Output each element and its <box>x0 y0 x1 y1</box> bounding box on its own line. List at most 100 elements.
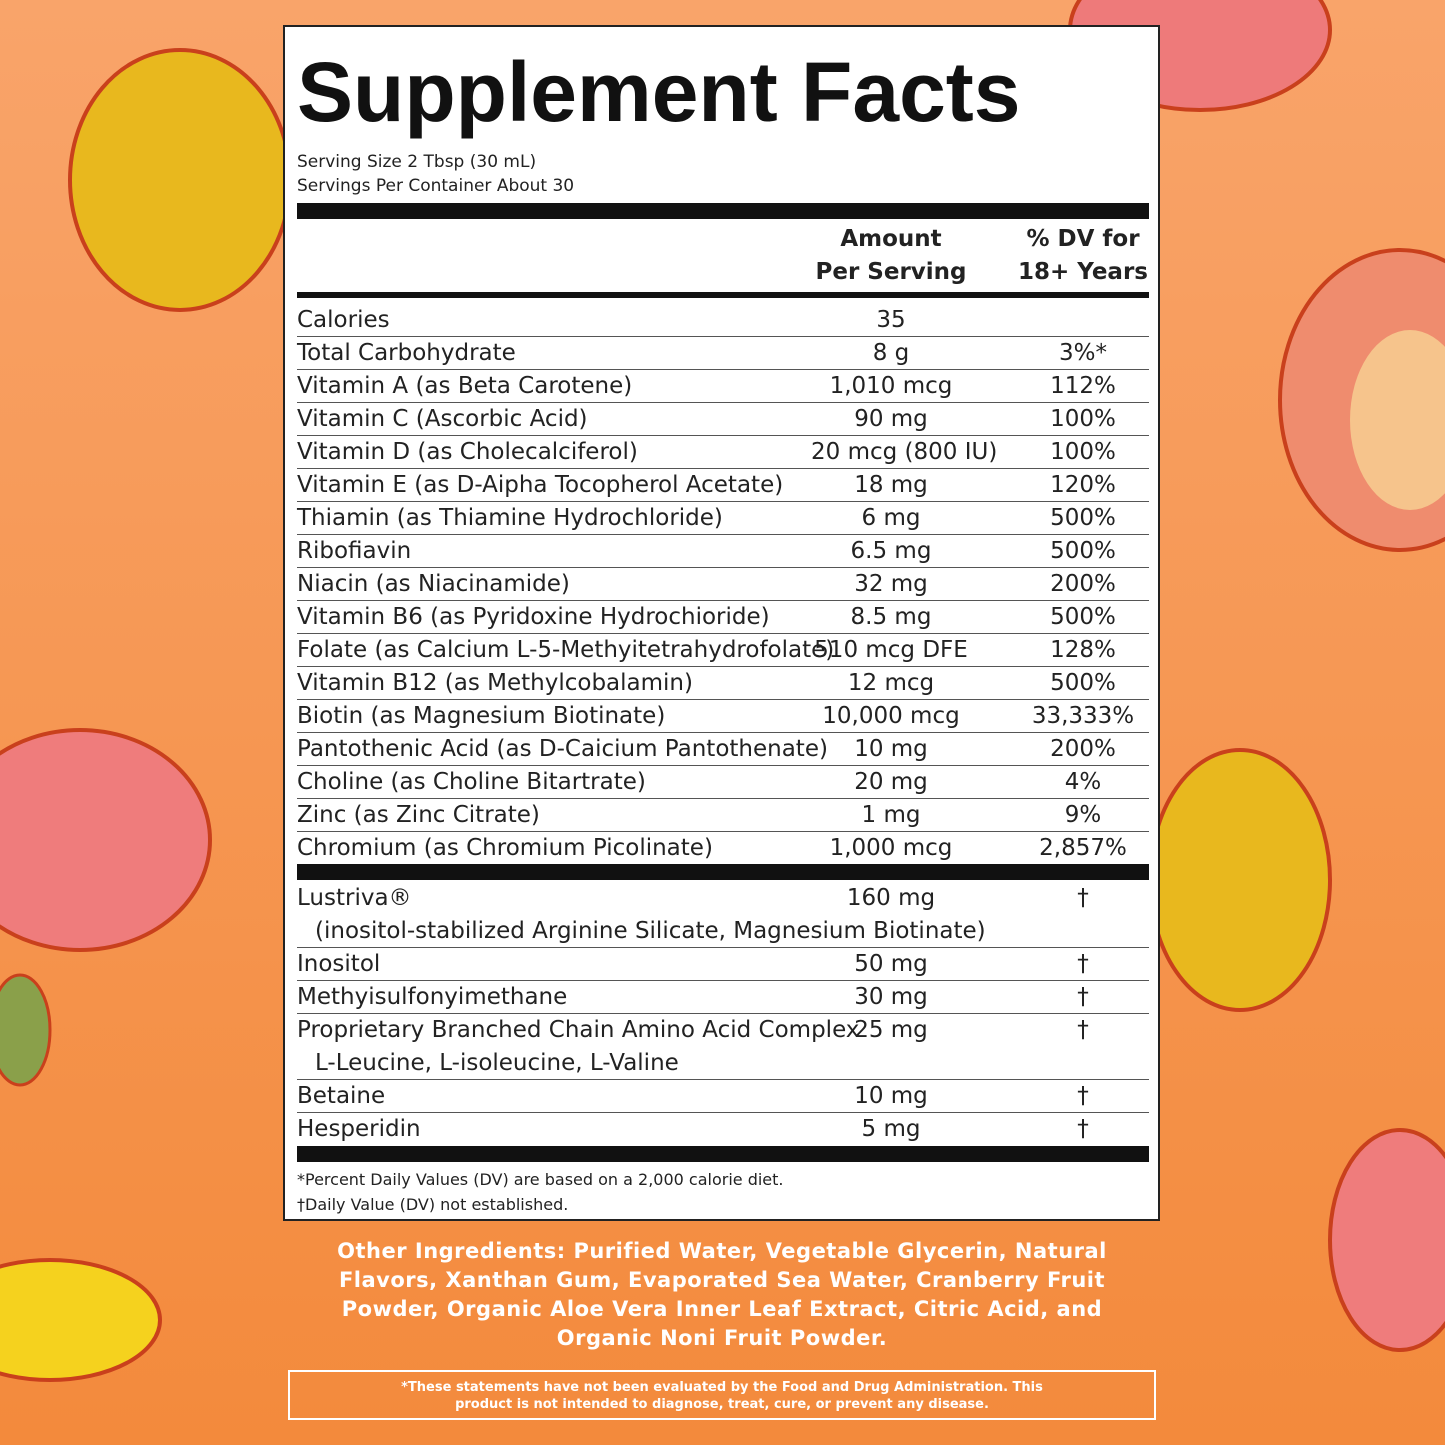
row-rule <box>297 1079 1149 1080</box>
amount: 32 mg <box>854 571 928 597</box>
daily-value: 3%* <box>1059 340 1107 366</box>
daily-value: † <box>1077 885 1089 911</box>
amount: 5 mg <box>861 1116 921 1142</box>
nutrient-name: Vitamin A (as Beta Carotene) <box>297 373 633 399</box>
facts-panel: Supplement Facts Serving Size 2 Tbsp (30… <box>283 25 1160 1221</box>
row-rule <box>297 369 1149 370</box>
daily-value: 200% <box>1050 736 1116 762</box>
daily-value: 500% <box>1050 670 1116 696</box>
row-rule <box>297 633 1149 634</box>
daily-value: 120% <box>1050 472 1116 498</box>
amount: 8.5 mg <box>850 604 932 630</box>
row-rule <box>297 765 1149 766</box>
header-line: 18+ Years <box>1018 259 1148 285</box>
daily-value: † <box>1077 1116 1089 1142</box>
amount: 20 mg <box>854 769 928 795</box>
nutrient-name: Calories <box>297 307 390 333</box>
nutrient-name: Methyisulfonyimethane <box>297 984 568 1010</box>
amount: 25 mg <box>854 1017 928 1043</box>
nutrient-name: Vitamin B12 (as Methylcobalamin) <box>297 670 693 696</box>
dv-header: % DV for 18+ Years <box>1003 223 1163 289</box>
row-rule <box>297 468 1149 469</box>
other-ingredients: Other Ingredients: Purified Water, Veget… <box>337 1239 1107 1350</box>
nutrient-name: Zinc (as Zinc Citrate) <box>297 802 540 828</box>
nutrient-sub: (inositol-stabilized Arginine Silicate, … <box>315 918 986 944</box>
nutrient-sub: L-Leucine, L-isoleucine, L-Valine <box>315 1050 679 1076</box>
row-rule <box>297 534 1149 535</box>
row-rule <box>297 1013 1149 1014</box>
row-rule <box>297 798 1149 799</box>
nutrient-name: Thiamin (as Thiamine Hydrochloride) <box>297 505 723 531</box>
daily-value: † <box>1077 951 1089 977</box>
row-rule <box>297 600 1149 601</box>
row-rule <box>297 732 1149 733</box>
amount: 1,010 mcg <box>829 373 953 399</box>
nutrient-name: Folate (as Calcium L-5-Methyitetrahydrof… <box>297 637 835 663</box>
row-rule <box>297 1112 1149 1113</box>
amount: 8 g <box>872 340 910 366</box>
daily-value: 200% <box>1050 571 1116 597</box>
header-line: Amount <box>840 226 942 252</box>
nutrient-name: Inositol <box>297 951 381 977</box>
daily-value: 500% <box>1050 604 1116 630</box>
amount: 6 mg <box>861 505 921 531</box>
thick-bar <box>297 864 1149 880</box>
servings-per-container: Servings Per Container About 30 <box>297 176 575 196</box>
daily-value: 4% <box>1064 769 1102 795</box>
amount: 10 mg <box>854 736 928 762</box>
amount: 1 mg <box>861 802 921 828</box>
footnote: *Percent Daily Values (DV) are based on … <box>297 1170 784 1189</box>
row-rule <box>297 699 1149 700</box>
nutrient-name: Vitamin E (as D-Aipha Tocopherol Acetate… <box>297 472 784 498</box>
daily-value: † <box>1077 984 1089 1010</box>
nutrient-name: Hesperidin <box>297 1116 421 1142</box>
row-rule <box>297 947 1149 948</box>
nutrient-name: Vitamin D (as Cholecalciferol) <box>297 439 638 465</box>
nutrient-name: Pantothenic Acid (as D-Caicium Pantothen… <box>297 736 828 762</box>
amount: 6.5 mg <box>850 538 932 564</box>
footnote: †Daily Value (DV) not established. <box>297 1195 569 1214</box>
nutrient-name: Total Carbohydrate <box>297 340 516 366</box>
row-rule <box>297 831 1149 832</box>
nutrient-name: Lustriva® <box>297 885 412 911</box>
amount: 510 mcg DFE <box>814 637 968 663</box>
daily-value: 500% <box>1050 505 1116 531</box>
amount: 1,000 mcg <box>829 835 953 861</box>
daily-value: 128% <box>1050 637 1116 663</box>
nutrient-name: Choline (as Choline Bitartrate) <box>297 769 646 795</box>
nutrient-name: Chromium (as Chromium Picolinate) <box>297 835 713 861</box>
amount: 160 mg <box>846 885 936 911</box>
title: Supplement Facts <box>297 45 1021 139</box>
daily-value: 2,857% <box>1039 835 1127 861</box>
row-rule <box>297 666 1149 667</box>
daily-value: 100% <box>1050 439 1116 465</box>
nutrient-name: Ribofiavin <box>297 538 412 564</box>
daily-value: 500% <box>1050 538 1116 564</box>
amount: 20 mcg (800 IU) <box>811 439 998 465</box>
amount: 35 <box>876 307 906 333</box>
amount: 30 mg <box>854 984 928 1010</box>
amount: 18 mg <box>854 472 928 498</box>
daily-value: 9% <box>1064 802 1102 828</box>
amount-header: Amount Per Serving <box>811 223 971 289</box>
daily-value: † <box>1077 1083 1089 1109</box>
amount: 50 mg <box>854 951 928 977</box>
row-rule <box>297 435 1149 436</box>
thick-bar <box>297 203 1149 219</box>
nutrient-name: Biotin (as Magnesium Biotinate) <box>297 703 666 729</box>
amount: 10,000 mcg <box>822 703 960 729</box>
disclaimer: *These statements have not been evaluate… <box>288 1370 1156 1420</box>
row-rule <box>297 402 1149 403</box>
nutrient-name: Proprietary Branched Chain Amino Acid Co… <box>297 1017 860 1043</box>
nutrient-name: Vitamin C (Ascorbic Acid) <box>297 406 588 432</box>
serving-size: Serving Size 2 Tbsp (30 mL) <box>297 152 537 172</box>
daily-value: 33,333% <box>1031 703 1135 729</box>
amount: 10 mg <box>854 1083 928 1109</box>
nutrient-name: Niacin (as Niacinamide) <box>297 571 570 597</box>
daily-value: † <box>1077 1017 1089 1043</box>
amount: 12 mcg <box>847 670 935 696</box>
row-rule <box>297 567 1149 568</box>
medium-bar <box>297 292 1149 298</box>
